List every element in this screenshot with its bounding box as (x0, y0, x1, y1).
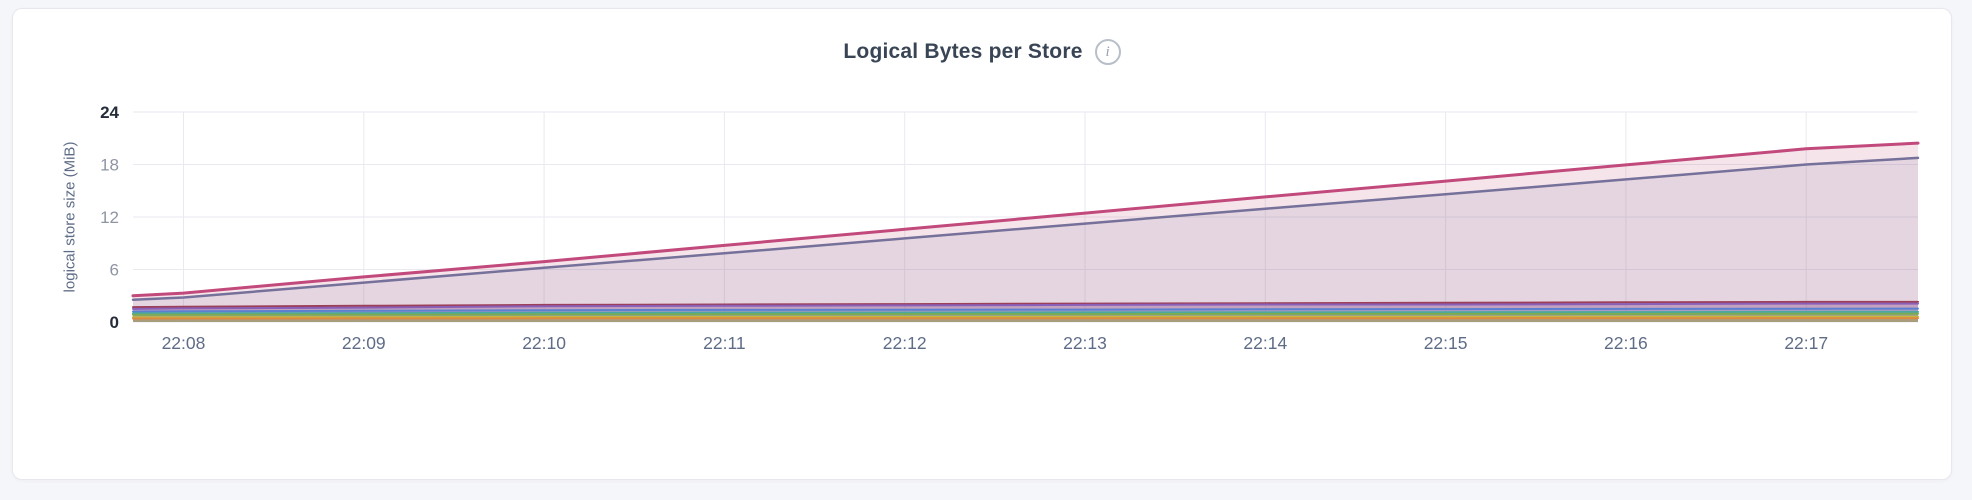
y-tick-label: 24 (100, 103, 119, 122)
y-axis-label: logical store size (MiB) (61, 141, 79, 293)
chart-svg: 0 6 12 18 24 22:08 22:09 22:10 22:11 22:12 22:13 22… (100, 103, 1920, 353)
x-tick-label: 22:12 (883, 333, 927, 353)
y-tick-label: 12 (100, 208, 119, 227)
x-tick-label: 22:10 (522, 333, 566, 353)
series-line (132, 302, 1919, 310)
x-tick-label: 22:16 (1604, 333, 1648, 353)
metric-card: Logical Bytes per Store i logical store … (12, 8, 1952, 480)
chart-title: Logical Bytes per Store (843, 40, 1083, 63)
series-line (131, 156, 1920, 301)
series-line (132, 307, 1919, 313)
series-line (132, 312, 1919, 316)
info-icon-glyph: i (1105, 43, 1110, 60)
y-tick-label: 6 (110, 261, 119, 280)
chart-area[interactable]: logical store size (MiB) 0 6 12 18 24 22:08 22… (13, 87, 1951, 377)
series-fill (133, 143, 1918, 322)
x-tick-label: 22:13 (1063, 333, 1107, 353)
chart-header: Logical Bytes per Store i (13, 9, 1951, 65)
x-tick-label: 22:15 (1424, 333, 1468, 353)
x-tick-label: 22:17 (1784, 333, 1828, 353)
x-tick-label: 22:09 (342, 333, 386, 353)
series-line (132, 300, 1919, 309)
x-tick-label: 22:11 (703, 333, 746, 353)
series-line (132, 315, 1919, 319)
series-fill (133, 157, 1918, 322)
x-tick-label: 22:08 (162, 333, 206, 353)
series-line (131, 141, 1920, 298)
series-line (132, 310, 1919, 315)
y-tick-label: 0 (110, 313, 119, 332)
y-tick-label: 18 (100, 156, 119, 175)
info-icon[interactable]: i (1094, 39, 1121, 65)
x-tick-label: 22:14 (1243, 333, 1287, 353)
